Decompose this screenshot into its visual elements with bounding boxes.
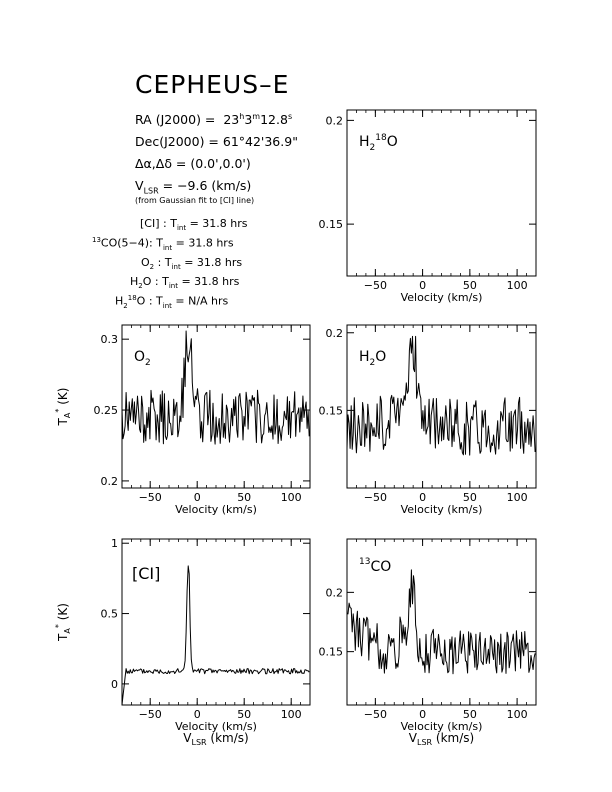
tint-ci: [CI] : Tint = 31.8 hrs: [140, 217, 248, 233]
vlsr-line: VLSR = −9.6 (km/s): [135, 178, 252, 196]
spectrum-line: [121, 565, 310, 706]
spectrum-line: [346, 569, 536, 675]
y-tick-label: 0.15: [319, 218, 344, 231]
tint-h2o: H2O : Tint = 31.8 hrs: [130, 275, 240, 291]
offset-line: Δα,Δδ = (0.0',0.0'): [135, 156, 251, 171]
x-axis-label: Velocity (km/s): [175, 720, 257, 733]
tint-h218o: H218O : Tint = N/A hrs: [115, 294, 229, 310]
x-tick-label: 100: [507, 708, 528, 721]
y-tick-label: 0: [111, 678, 118, 691]
tint-o2: O2 : Tint = 31.8 hrs: [141, 256, 243, 272]
panel-h2o: −50 0 50 100 0.15 0.2 Velocity (km/s) H2O: [319, 324, 537, 516]
x-tick-label: 50: [463, 491, 477, 504]
x-tick-label: 0: [419, 491, 426, 504]
x-tick-label: 50: [463, 279, 477, 292]
x-tick-label: −50: [364, 708, 387, 721]
spectrum-line: [346, 335, 536, 456]
x-tick-label: 0: [194, 491, 201, 504]
y-tick-label: 0.15: [319, 646, 344, 659]
x-tick-label: 100: [281, 491, 302, 504]
x-tick-label: −50: [364, 279, 387, 292]
x-axis-label: Velocity (km/s): [175, 503, 257, 516]
species-label: 13CO: [359, 557, 391, 575]
y-tick-label: 0.5: [101, 608, 119, 621]
y-tick-label: 0.2: [326, 114, 344, 127]
species-label: H2O: [359, 349, 386, 368]
panel-o2: −50 0 50 100 0.2 0.25 0.3 Velocity (km/s) TA* (K…: [54, 324, 311, 516]
x-tick-label: −50: [139, 708, 162, 721]
x-tick-label: 0: [194, 708, 201, 721]
x-tick-label: 50: [237, 708, 251, 721]
vlsr-axis-label: VLSR (km/s): [409, 731, 474, 747]
x-tick-label: 100: [281, 708, 302, 721]
panel-13co: −50 0 50 100 0.15 0.2 Velocity (km/s) 13CO: [319, 538, 537, 733]
x-tick-label: 0: [419, 708, 426, 721]
x-tick-label: 100: [507, 279, 528, 292]
y-axis-label: TA* (K): [54, 603, 72, 642]
dec-line: Dec(J2000) = 61°42'36.9": [135, 134, 298, 149]
vlsr-note: (from Gaussian fit to [CI] line): [135, 196, 255, 205]
x-tick-label: 50: [463, 708, 477, 721]
x-tick-label: 0: [419, 279, 426, 292]
y-tick-label: 0.3: [101, 333, 119, 346]
ra-line: RA (J2000) = 23h3m12.8s: [135, 112, 293, 128]
tint-13co: 13CO(5−4): Tint = 31.8 hrs: [92, 236, 234, 252]
y-tick-label: 1: [111, 537, 118, 550]
x-tick-label: −50: [139, 491, 162, 504]
x-tick-label: −50: [364, 491, 387, 504]
y-tick-label: 0.2: [101, 475, 119, 488]
panel-h218o: −50 0 50 100 0.15 0.2 Velocity (km/s) H218O: [319, 109, 537, 304]
y-tick-label: 0.2: [326, 586, 344, 599]
y-tick-label: 0.2: [326, 327, 344, 340]
x-tick-label: 100: [507, 491, 528, 504]
species-label: [CI]: [132, 564, 160, 583]
y-axis-label: TA* (K): [54, 388, 72, 427]
species-label: O2: [134, 349, 151, 368]
x-axis-label: Velocity (km/s): [401, 291, 483, 304]
vlsr-axis-label: VLSR (km/s): [183, 731, 248, 747]
y-tick-label: 0.25: [94, 404, 119, 417]
y-tick-label: 0.15: [319, 404, 344, 417]
spectrum-line: [121, 330, 310, 445]
x-axis-label: Velocity (km/s): [401, 720, 483, 733]
species-label: H218O: [359, 133, 398, 153]
panel-ci: −50 0 50 100 0 0.5 1 Velocity (km/s) TA* (K) [CI]: [54, 537, 311, 733]
x-tick-label: 50: [237, 491, 251, 504]
x-axis-label: Velocity (km/s): [401, 503, 483, 516]
page-title: CEPHEUS–E: [135, 70, 290, 99]
